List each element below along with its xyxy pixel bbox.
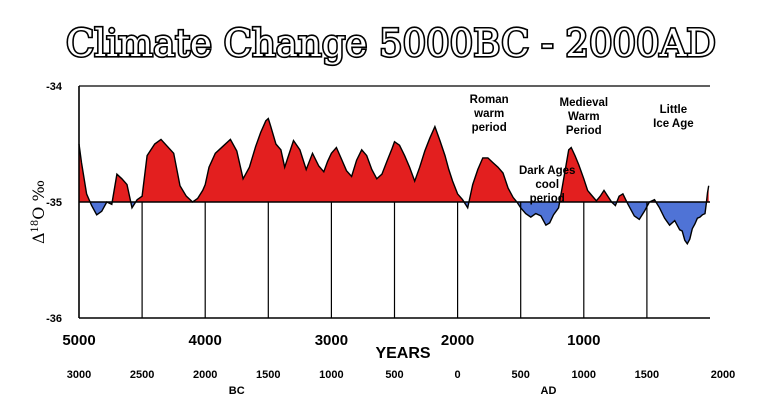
y-tick-label-2: -36	[46, 313, 62, 325]
warm-area-4	[112, 174, 131, 202]
annotation-1-line-1: Warm	[568, 111, 600, 123]
x-tick-label-2: 3000	[315, 332, 348, 349]
warm-area-0	[79, 144, 91, 202]
annotation-3-line-0: Dark Ages	[519, 165, 575, 177]
warm-area-10	[559, 147, 612, 202]
x-tick-label-0: 5000	[62, 332, 95, 349]
series-line	[78, 117, 710, 246]
series-fills	[79, 118, 709, 244]
annotation-2-line-0: Little	[660, 104, 687, 116]
x-axis-title: YEARS	[375, 345, 430, 362]
annotation-1-line-2: Period	[566, 125, 602, 137]
annotation-0-line-1: warm	[473, 108, 504, 120]
x-tick-label-4: 1000	[567, 332, 600, 349]
annotation-3-line-2: period	[530, 193, 565, 205]
y-tick-label-1: -35	[46, 197, 62, 209]
cool-area-13	[626, 202, 650, 220]
calendar-tick-label-7: 500	[512, 369, 530, 381]
svg-text:Δ18O ‰: Δ18O ‰	[29, 180, 48, 244]
cool-area-9	[516, 202, 560, 226]
calendar-tick-label-3: 1500	[256, 369, 280, 381]
y-label-main: O ‰	[29, 180, 48, 220]
calendar-tick-label-4: 1000	[319, 369, 343, 381]
axes	[78, 85, 710, 319]
calendar-tick-label-9: 1500	[635, 369, 659, 381]
y-axis-label: Δ18O ‰	[29, 180, 48, 244]
era-label-1: AD	[541, 385, 557, 397]
annotation-0-line-2: period	[472, 122, 507, 134]
gridlines	[141, 202, 648, 318]
annotation-1-line-0: Medieval	[560, 97, 609, 109]
period-annotations: Roman warm period Medieval Warm Period Little I…	[470, 94, 694, 205]
cool-area-15	[655, 202, 707, 244]
annotation-3: Dark Ages cool period	[519, 165, 575, 205]
annotation-1: Medieval Warm Period	[560, 97, 609, 137]
calendar-tick-label-8: 1000	[572, 369, 596, 381]
annotation-3-line-1: cool	[535, 179, 559, 191]
annotation-2: Little Ice Age	[653, 104, 693, 130]
calendar-tick-label-0: 3000	[67, 369, 91, 381]
x-tick-label-1: 4000	[189, 332, 222, 349]
y-tick-label-0: -34	[46, 81, 63, 93]
annotation-0: Roman warm period	[470, 94, 509, 134]
era-label-0: BC	[229, 385, 245, 397]
series-curve	[78, 117, 710, 246]
cool-area-1	[90, 202, 107, 215]
calendar-tick-label-5: 500	[385, 369, 403, 381]
warm-area-12	[616, 193, 627, 202]
annotation-2-line-1: Ice Age	[653, 118, 693, 130]
y-label-delta: Δ	[29, 232, 48, 244]
calendar-tick-label-1: 2500	[130, 369, 154, 381]
warm-area-8	[469, 157, 517, 202]
calendar-tick-label-2: 2000	[193, 369, 217, 381]
calendar-tick-label-10: 2000	[711, 369, 735, 381]
y-label-superscript: 18	[30, 220, 41, 233]
x-tick-label-3: 2000	[441, 332, 474, 349]
calendar-tick-label-6: 0	[455, 369, 461, 381]
warm-area-6	[135, 118, 465, 202]
chart-title: Climate Change 5000BC - 2000AD	[66, 22, 716, 65]
annotation-0-line-0: Roman	[470, 94, 509, 106]
